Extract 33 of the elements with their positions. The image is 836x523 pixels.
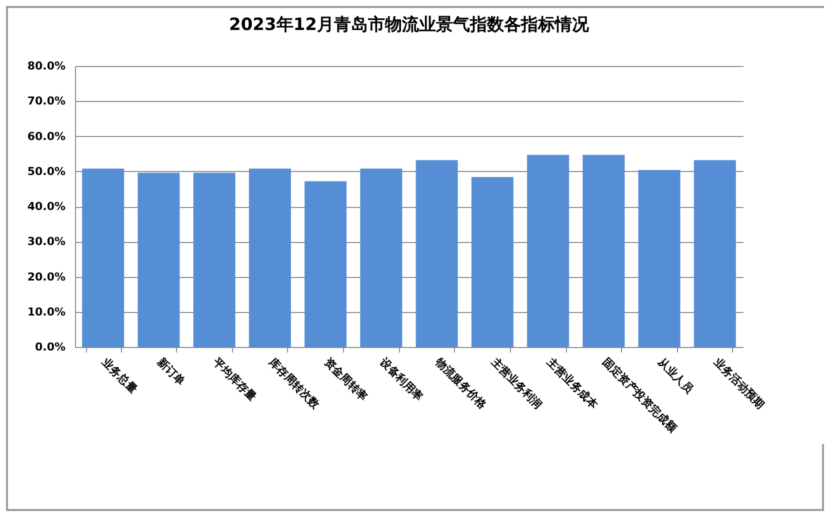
- x-tick-label: 物流服务价格: [432, 354, 490, 412]
- x-tick-label: 主营业务利润: [488, 354, 545, 412]
- bar: [360, 168, 402, 347]
- y-tick-label: 40.0%: [27, 200, 66, 213]
- x-tick-label: 新订单: [154, 354, 188, 388]
- x-tick-label: 从业人员: [654, 354, 697, 397]
- bar: [304, 181, 347, 347]
- x-tick-label: 库存周转次数: [266, 354, 323, 412]
- bar: [471, 176, 514, 347]
- y-tick-label: 20.0%: [27, 270, 66, 284]
- bar: [193, 172, 236, 347]
- y-tick-label: 80.0%: [27, 60, 66, 72]
- y-tick-label: 50.0%: [27, 164, 66, 178]
- bar: [694, 160, 736, 347]
- bar: [248, 168, 291, 347]
- x-tick-label: 平均库存量: [210, 354, 259, 404]
- bar: [527, 154, 570, 347]
- x-tick-label: 业务活动预期: [710, 354, 768, 412]
- chart-title: 2023年12月青岛市物流业景气指数各指标情况: [229, 15, 590, 35]
- bar: [638, 170, 680, 347]
- y-tick-label: 60.0%: [27, 130, 66, 143]
- bar: [138, 172, 180, 347]
- x-tick-label: 资金周转率: [322, 356, 370, 404]
- bar: [82, 168, 124, 347]
- y-tick-label: 30.0%: [27, 235, 66, 248]
- y-tick-label: 0.0%: [34, 340, 66, 354]
- y-tick-label: 70.0%: [27, 94, 66, 108]
- y-tick-label: 10.0%: [27, 305, 66, 318]
- x-tick-label: 主营业务成本: [544, 354, 601, 412]
- x-tick-label: 设备利用率: [376, 354, 426, 404]
- bar: [416, 160, 458, 347]
- x-tick-label: 业务总量: [98, 354, 140, 396]
- bar: [582, 154, 625, 347]
